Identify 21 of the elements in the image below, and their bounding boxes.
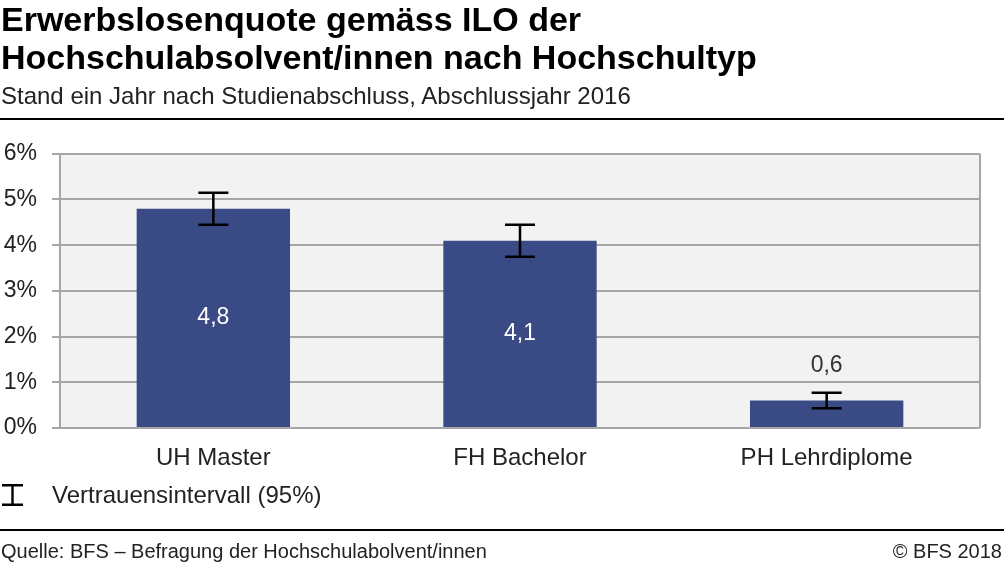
text: © BFS 2018	[892, 539, 1002, 563]
source-note: Quelle: BFS – Befragung der Hochschulabolvent/innen	[1, 539, 487, 563]
x-tick-label: PH Lehrdiplome	[740, 443, 913, 471]
y-tick-label: 2%	[3, 321, 37, 348]
data-label: 4,8	[197, 303, 230, 330]
y-tick-label: 0%	[3, 413, 37, 440]
y-tick-label: 5%	[3, 184, 37, 211]
y-tick-label: 3%	[3, 276, 37, 303]
data-label: 4,1	[504, 319, 536, 346]
text: Vertrauensintervall (95%)	[52, 481, 322, 509]
x-tick-label: FH Bachelor	[453, 443, 587, 471]
bar	[750, 400, 904, 427]
chart-title: Erwerbslosenquote gemäss ILO der Hochschulabsolvent/innen nach Hochschultyp	[1, 0, 758, 76]
y-tick-label: 4%	[3, 230, 37, 257]
y-tick-label: 1%	[3, 367, 37, 394]
x-tick-label: UH Master	[155, 443, 271, 471]
data-label: 0,6	[810, 351, 843, 378]
chart-subtitle: Stand ein Jahr nach Studienabschluss, Abschlussjahr 2016	[1, 82, 631, 110]
bar	[136, 208, 290, 427]
bar	[443, 240, 597, 427]
y-tick-label: 6%	[3, 139, 37, 166]
